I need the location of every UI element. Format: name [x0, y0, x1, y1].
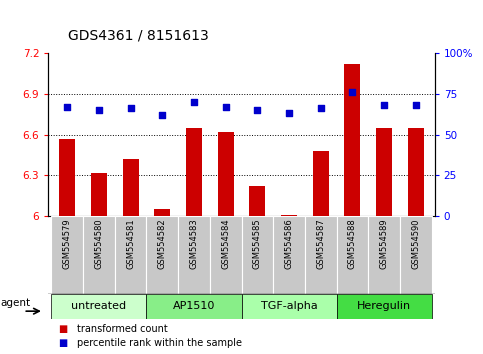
- Text: GSM554579: GSM554579: [63, 218, 72, 269]
- Bar: [400, 216, 431, 294]
- Text: GSM554588: GSM554588: [348, 218, 357, 269]
- Bar: [337, 294, 431, 319]
- Bar: [242, 294, 337, 319]
- Bar: [408, 128, 424, 216]
- Point: [63, 104, 71, 110]
- Bar: [313, 151, 328, 216]
- Bar: [178, 216, 210, 294]
- Text: GSM554590: GSM554590: [411, 218, 420, 269]
- Bar: [249, 186, 265, 216]
- Text: untreated: untreated: [71, 301, 127, 311]
- Text: GSM554584: GSM554584: [221, 218, 230, 269]
- Bar: [344, 64, 360, 216]
- Bar: [273, 216, 305, 294]
- Bar: [242, 216, 273, 294]
- Text: TGF-alpha: TGF-alpha: [261, 301, 317, 311]
- Point: [127, 105, 134, 111]
- Bar: [376, 128, 392, 216]
- Bar: [218, 132, 234, 216]
- Point: [349, 89, 356, 95]
- Text: GSM554581: GSM554581: [126, 218, 135, 269]
- Text: GDS4361 / 8151613: GDS4361 / 8151613: [68, 28, 208, 42]
- Text: GSM554587: GSM554587: [316, 218, 325, 269]
- Point: [95, 107, 103, 113]
- Text: GSM554582: GSM554582: [158, 218, 167, 269]
- Text: GSM554586: GSM554586: [284, 218, 294, 269]
- Point: [412, 102, 420, 108]
- Bar: [337, 216, 368, 294]
- Point: [190, 99, 198, 105]
- Bar: [123, 159, 139, 216]
- Point: [317, 105, 325, 111]
- Text: GSM554585: GSM554585: [253, 218, 262, 269]
- Text: GSM554583: GSM554583: [189, 218, 199, 269]
- Text: transformed count: transformed count: [77, 324, 168, 334]
- Point: [254, 107, 261, 113]
- Bar: [52, 216, 83, 294]
- Text: Heregulin: Heregulin: [357, 301, 411, 311]
- Bar: [91, 172, 107, 216]
- Bar: [281, 215, 297, 216]
- Bar: [83, 216, 115, 294]
- Bar: [52, 294, 146, 319]
- Bar: [155, 209, 170, 216]
- Point: [158, 112, 166, 118]
- Point: [222, 104, 229, 110]
- Point: [380, 102, 388, 108]
- Bar: [146, 294, 242, 319]
- Bar: [186, 128, 202, 216]
- Point: [285, 110, 293, 116]
- Text: GSM554580: GSM554580: [95, 218, 103, 269]
- Bar: [59, 139, 75, 216]
- Text: agent: agent: [0, 298, 30, 308]
- Bar: [146, 216, 178, 294]
- Text: ■: ■: [58, 338, 67, 348]
- Bar: [115, 216, 146, 294]
- Bar: [368, 216, 400, 294]
- Bar: [210, 216, 242, 294]
- Text: ■: ■: [58, 324, 67, 334]
- Text: GSM554589: GSM554589: [380, 218, 388, 269]
- Text: percentile rank within the sample: percentile rank within the sample: [77, 338, 242, 348]
- Bar: [305, 216, 337, 294]
- Text: AP1510: AP1510: [173, 301, 215, 311]
